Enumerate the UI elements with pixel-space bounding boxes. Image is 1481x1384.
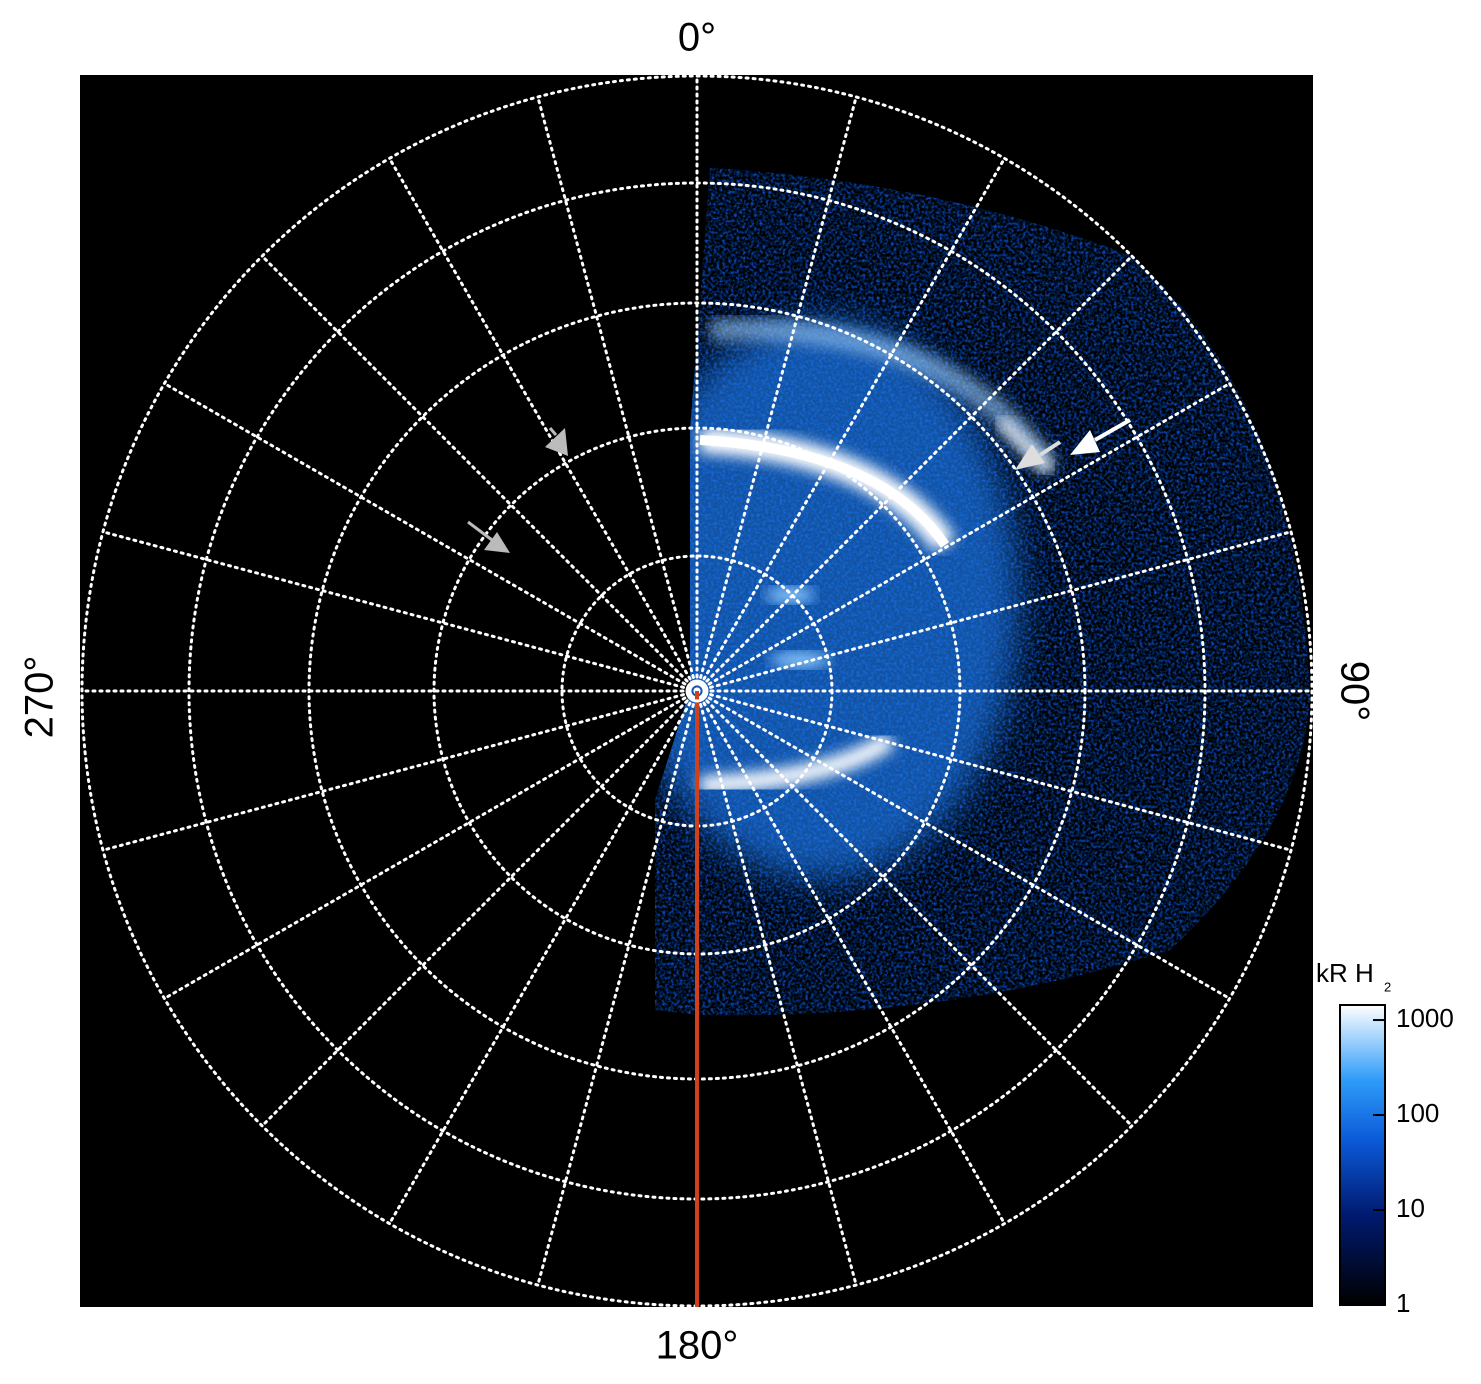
grid-spoke xyxy=(695,689,1006,1226)
angle-label: 270° xyxy=(18,656,62,739)
angle-label: 180° xyxy=(656,1324,739,1368)
grid-spoke xyxy=(695,95,858,693)
grid-spoke xyxy=(388,156,699,693)
grid-spoke xyxy=(162,689,699,1000)
colorbar-scale xyxy=(1339,1004,1386,1306)
grid-spoke xyxy=(260,254,699,693)
colorbar-tick-label: 1000 xyxy=(1396,1003,1454,1033)
grid-spoke xyxy=(695,689,1134,1128)
grid-spoke xyxy=(162,382,699,693)
grid-spoke xyxy=(695,382,1232,693)
colorbar: kR H 2 1 10 100 1000 xyxy=(1316,958,1454,1318)
grid-spoke xyxy=(101,530,699,693)
arrows xyxy=(467,418,1131,553)
grid-spoke xyxy=(695,530,1293,693)
angle-label: 0° xyxy=(678,16,716,60)
colorbar-tick-label: 1 xyxy=(1396,1288,1410,1318)
grid-spoke xyxy=(695,254,1134,693)
angle-label: 90° xyxy=(1332,661,1376,722)
colorbar-title: kR H xyxy=(1316,958,1374,988)
grid-spoke xyxy=(695,689,858,1287)
colorbar-tick-label: 100 xyxy=(1396,1098,1439,1128)
colorbar-title-subscript: 2 xyxy=(1384,979,1391,994)
colorbar-tick-label: 10 xyxy=(1396,1193,1425,1223)
grid-spoke xyxy=(695,689,1232,1000)
grid-spoke xyxy=(101,689,699,852)
grid-spoke xyxy=(536,689,699,1287)
grid-spoke xyxy=(536,95,699,693)
grid-spoke xyxy=(695,156,1006,693)
grid-spoke xyxy=(260,689,699,1128)
pole-marker xyxy=(685,679,709,703)
grid-spoke xyxy=(695,689,1293,852)
grid-spoke xyxy=(388,689,699,1226)
